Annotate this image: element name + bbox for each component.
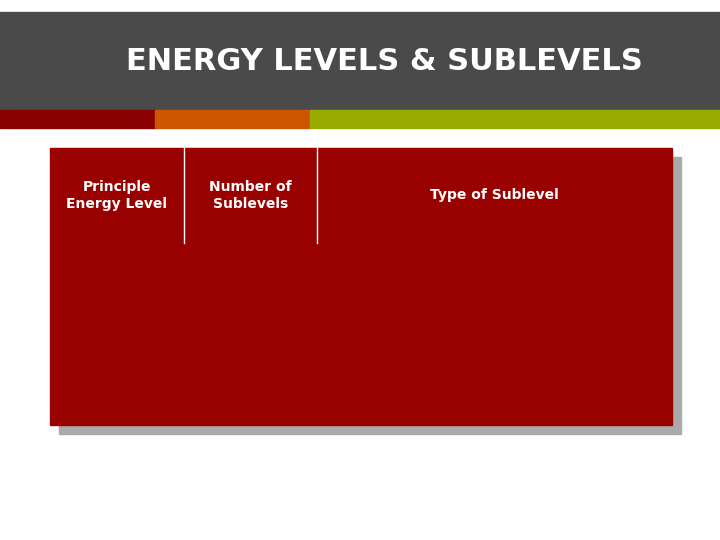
Text: ENERGY LEVELS & SUBLEVELS: ENERGY LEVELS & SUBLEVELS xyxy=(126,46,643,76)
Bar xyxy=(0,12,720,110)
Text: Type of Sublevel: Type of Sublevel xyxy=(431,188,559,202)
Bar xyxy=(0,110,155,128)
Text: Principle
Energy Level: Principle Energy Level xyxy=(66,180,167,211)
Bar xyxy=(310,110,720,128)
Text: Number of
Sublevels: Number of Sublevels xyxy=(210,180,292,211)
Bar xyxy=(59,157,681,434)
Bar xyxy=(50,148,672,425)
Bar xyxy=(155,110,310,128)
